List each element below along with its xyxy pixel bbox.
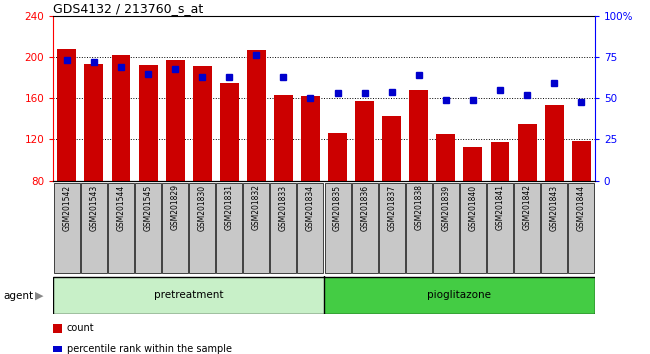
Bar: [463, 147, 482, 181]
Bar: [382, 116, 401, 181]
Bar: [220, 83, 239, 181]
FancyBboxPatch shape: [270, 183, 296, 273]
Text: GDS4132 / 213760_s_at: GDS4132 / 213760_s_at: [53, 2, 203, 15]
FancyBboxPatch shape: [433, 183, 459, 273]
Bar: [572, 142, 591, 181]
Bar: [192, 66, 212, 181]
Bar: [138, 65, 157, 181]
Text: GSM201840: GSM201840: [469, 184, 477, 230]
FancyBboxPatch shape: [568, 183, 594, 273]
Text: ▶: ▶: [34, 291, 44, 301]
FancyBboxPatch shape: [514, 183, 540, 273]
Bar: [84, 64, 103, 181]
Text: GSM201839: GSM201839: [441, 184, 450, 230]
Bar: [545, 105, 564, 181]
FancyBboxPatch shape: [460, 183, 486, 273]
Bar: [491, 142, 510, 181]
Text: GSM201832: GSM201832: [252, 184, 261, 230]
Text: count: count: [67, 323, 95, 333]
FancyBboxPatch shape: [298, 183, 324, 273]
FancyBboxPatch shape: [487, 183, 513, 273]
Text: GSM201545: GSM201545: [144, 184, 153, 231]
Bar: [274, 95, 293, 181]
Bar: [355, 101, 374, 181]
Text: pretreatment: pretreatment: [154, 290, 224, 300]
FancyBboxPatch shape: [135, 183, 161, 273]
FancyBboxPatch shape: [406, 183, 432, 273]
Bar: [517, 124, 536, 181]
Text: GSM201543: GSM201543: [90, 184, 98, 231]
Text: GSM201835: GSM201835: [333, 184, 342, 230]
Bar: [410, 90, 428, 181]
FancyBboxPatch shape: [162, 183, 188, 273]
FancyBboxPatch shape: [108, 183, 134, 273]
Text: GSM201841: GSM201841: [495, 184, 504, 230]
FancyBboxPatch shape: [541, 183, 567, 273]
Text: agent: agent: [3, 291, 33, 301]
Bar: [328, 133, 347, 181]
Text: percentile rank within the sample: percentile rank within the sample: [67, 344, 232, 354]
Text: GSM201834: GSM201834: [306, 184, 315, 230]
Text: GSM201843: GSM201843: [550, 184, 558, 230]
Bar: [436, 134, 456, 181]
FancyBboxPatch shape: [53, 277, 324, 314]
FancyBboxPatch shape: [243, 183, 269, 273]
FancyBboxPatch shape: [324, 277, 595, 314]
Bar: [247, 50, 266, 181]
Text: GSM201830: GSM201830: [198, 184, 207, 230]
Text: GSM201842: GSM201842: [523, 184, 532, 230]
FancyBboxPatch shape: [379, 183, 405, 273]
Bar: [57, 49, 76, 181]
FancyBboxPatch shape: [54, 183, 80, 273]
FancyBboxPatch shape: [324, 183, 350, 273]
FancyBboxPatch shape: [189, 183, 215, 273]
Text: GSM201836: GSM201836: [360, 184, 369, 230]
Text: GSM201837: GSM201837: [387, 184, 396, 230]
FancyBboxPatch shape: [81, 183, 107, 273]
Text: GSM201544: GSM201544: [116, 184, 125, 231]
Text: pioglitazone: pioglitazone: [428, 290, 491, 300]
FancyBboxPatch shape: [216, 183, 242, 273]
Text: GSM201542: GSM201542: [62, 184, 72, 230]
Bar: [301, 96, 320, 181]
Bar: [166, 60, 185, 181]
Text: GSM201829: GSM201829: [171, 184, 179, 230]
FancyBboxPatch shape: [352, 183, 378, 273]
Text: GSM201831: GSM201831: [225, 184, 234, 230]
Text: GSM201833: GSM201833: [279, 184, 288, 230]
Text: GSM201838: GSM201838: [414, 184, 423, 230]
Text: GSM201844: GSM201844: [577, 184, 586, 230]
Bar: [112, 55, 131, 181]
